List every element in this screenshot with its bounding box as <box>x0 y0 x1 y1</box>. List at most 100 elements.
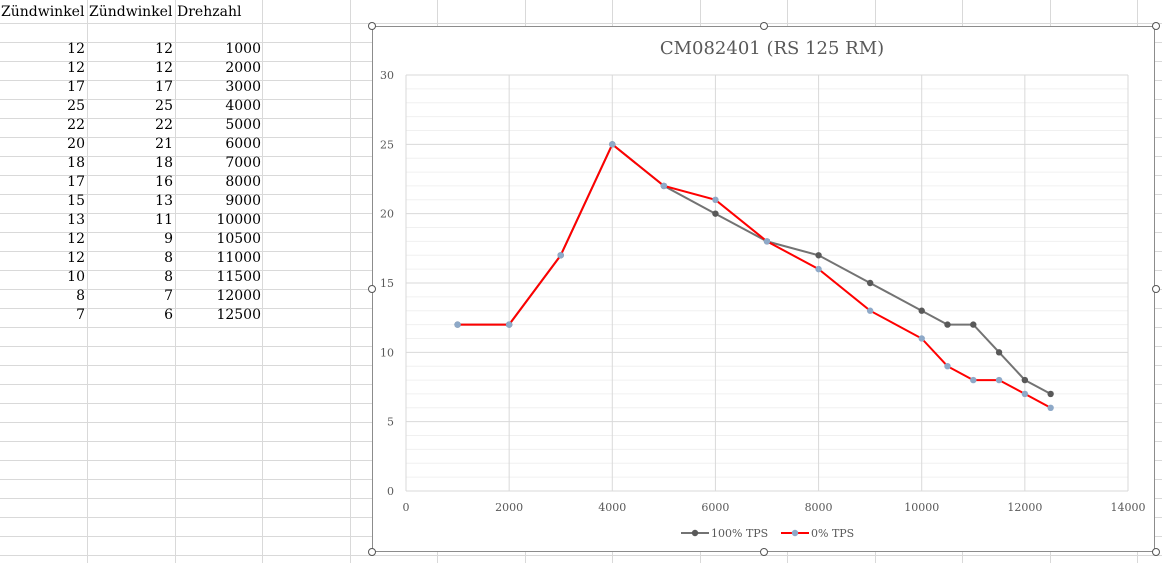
cell[interactable]: 10000 <box>216 212 261 228</box>
series-2-point <box>660 182 668 190</box>
cell[interactable]: 17 <box>67 174 85 190</box>
cell[interactable]: 13 <box>67 212 85 228</box>
series-1-point <box>815 252 822 259</box>
cell[interactable]: 5000 <box>225 117 261 133</box>
chart-area[interactable]: CM082401 (RS 125 RM) 0 5 10 15 20 25 30 0 2000 400… <box>372 26 1155 552</box>
cell[interactable]: 2000 <box>225 60 261 76</box>
cell[interactable]: 11000 <box>216 250 261 266</box>
gridline-col <box>87 0 88 563</box>
y-tick-label: 30 <box>380 69 394 82</box>
resize-handle[interactable] <box>1152 548 1160 556</box>
cell[interactable]: 7 <box>76 307 85 323</box>
x-tick-label: 4000 <box>598 501 626 514</box>
resize-handle[interactable] <box>368 285 376 293</box>
cell[interactable]: 8 <box>76 288 85 304</box>
cell[interactable]: 1000 <box>225 41 261 57</box>
gridline-col <box>175 0 176 563</box>
legend-label: 0% TPS <box>811 527 854 540</box>
chart-title: CM082401 (RS 125 RM) <box>660 38 884 59</box>
series-1-point <box>712 210 719 217</box>
x-tick-label: 12000 <box>1007 501 1042 514</box>
cell[interactable]: 12000 <box>216 288 261 304</box>
series-1-point <box>995 349 1003 356</box>
series-2-point <box>918 335 925 342</box>
legend-swatch-marker <box>791 529 799 537</box>
series-2-point <box>1047 404 1054 411</box>
cell[interactable]: 15 <box>67 193 85 209</box>
series-1-point <box>866 279 874 287</box>
gridline-col <box>262 0 263 563</box>
cell[interactable]: 25 <box>155 98 173 114</box>
cell[interactable]: 7 <box>164 288 173 304</box>
resize-handle[interactable] <box>760 22 768 30</box>
column-header-3[interactable]: Drehzahl <box>177 4 242 20</box>
x-tick-label: 0 <box>403 501 410 514</box>
cell[interactable]: 11500 <box>216 269 261 285</box>
cell[interactable]: 12 <box>67 41 85 57</box>
cell[interactable]: 3000 <box>225 79 261 95</box>
series-2-point <box>995 376 1003 384</box>
cell[interactable]: 8 <box>164 250 173 266</box>
series-1-point <box>944 321 951 328</box>
cell[interactable]: 12 <box>67 231 85 247</box>
cell[interactable]: 7000 <box>225 155 261 171</box>
cell[interactable]: 6000 <box>225 136 261 152</box>
x-tick-label: 2000 <box>495 501 523 514</box>
gridline-row <box>0 23 1162 24</box>
series-2-point <box>1021 390 1029 398</box>
series-2-point <box>763 238 771 245</box>
series-1-point <box>918 307 925 314</box>
cell[interactable]: 13 <box>155 193 173 209</box>
y-tick-label: 5 <box>387 416 394 429</box>
y-tick-label: 15 <box>380 277 394 290</box>
series-2-point <box>712 196 719 203</box>
cell[interactable]: 12 <box>67 250 85 266</box>
legend-swatch-marker <box>691 529 699 537</box>
cell[interactable]: 8 <box>164 269 173 285</box>
cell[interactable]: 9 <box>164 231 173 247</box>
legend-label: 100% TPS <box>711 527 768 540</box>
cell[interactable]: 11 <box>155 212 173 228</box>
cell[interactable]: 12 <box>67 60 85 76</box>
y-tick-label: 20 <box>380 208 394 221</box>
column-header-1[interactable]: Zündwinkel <box>1 4 85 20</box>
resize-handle[interactable] <box>1152 285 1160 293</box>
cell[interactable]: 12500 <box>216 307 261 323</box>
series-1-point <box>1021 376 1029 384</box>
y-tick-label: 10 <box>380 346 394 359</box>
cell[interactable]: 25 <box>67 98 85 114</box>
cell[interactable]: 18 <box>67 155 85 171</box>
y-tick-label: 25 <box>380 138 394 151</box>
series-2-point <box>557 252 564 259</box>
column-header-2[interactable]: Zündwinkel <box>89 4 173 20</box>
cell[interactable]: 16 <box>155 174 173 190</box>
series-2-point <box>866 307 874 314</box>
cell[interactable]: 6 <box>164 307 173 323</box>
resize-handle[interactable] <box>368 548 376 556</box>
cell[interactable]: 10 <box>67 269 85 285</box>
resize-handle[interactable] <box>1152 22 1160 30</box>
cell[interactable]: 20 <box>67 136 85 152</box>
series-2-point <box>970 376 977 384</box>
cell[interactable]: 9000 <box>225 193 261 209</box>
cell[interactable]: 22 <box>155 117 173 133</box>
gridline-row <box>0 555 1162 556</box>
resize-handle[interactable] <box>760 548 768 556</box>
cell[interactable]: 4000 <box>225 98 261 114</box>
series-1-point <box>1047 390 1054 398</box>
resize-handle[interactable] <box>368 22 376 30</box>
series-2-point <box>815 265 822 273</box>
cell[interactable]: 22 <box>67 117 85 133</box>
cell[interactable]: 8000 <box>225 174 261 190</box>
cell[interactable]: 10500 <box>216 231 261 247</box>
series-2-point <box>454 321 461 328</box>
cell[interactable]: 21 <box>155 136 173 152</box>
x-tick-label: 8000 <box>805 501 833 514</box>
series-2-point <box>505 321 513 328</box>
cell[interactable]: 12 <box>155 41 173 57</box>
cell[interactable]: 12 <box>155 60 173 76</box>
cell[interactable]: 18 <box>155 155 173 171</box>
cell[interactable]: 17 <box>155 79 173 95</box>
series-line-2 <box>457 142 1052 409</box>
cell[interactable]: 17 <box>67 79 85 95</box>
